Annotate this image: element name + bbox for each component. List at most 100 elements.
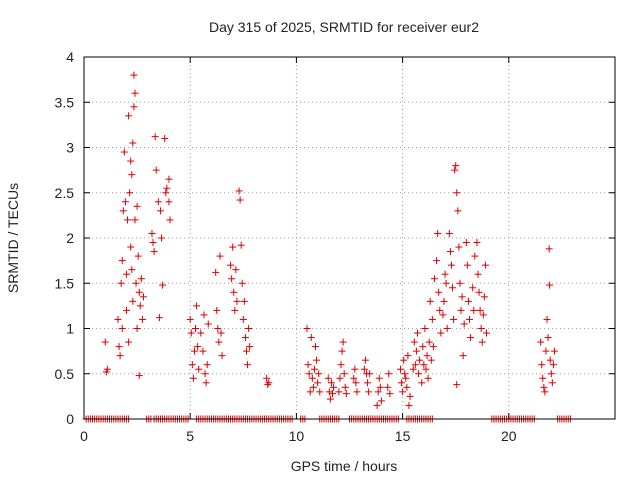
data-point [242, 347, 250, 355]
data-point [549, 361, 557, 369]
data-point [446, 248, 454, 256]
data-point [115, 343, 123, 351]
data-point [481, 261, 489, 269]
data-point [475, 288, 483, 296]
data-point [304, 361, 312, 369]
data-point [330, 383, 338, 391]
data-point [303, 325, 311, 332]
data-point [410, 338, 418, 346]
data-point [398, 379, 406, 387]
data-point [545, 245, 553, 253]
data-point [325, 388, 333, 396]
data-point [418, 379, 426, 387]
data-point [373, 401, 381, 409]
data-point [306, 388, 314, 396]
data-point [121, 198, 129, 206]
data-point [473, 239, 481, 247]
data-point [214, 325, 222, 332]
data-point [163, 184, 171, 192]
data-point [546, 281, 554, 289]
data-point [447, 261, 455, 269]
data-point [462, 239, 470, 247]
data-point [402, 374, 410, 382]
data-point [130, 103, 138, 111]
x-axis-label: GPS time / hours [291, 458, 398, 474]
data-point [136, 302, 144, 310]
data-point [480, 293, 488, 301]
data-point [469, 284, 477, 292]
y-tick-label: 2 [66, 230, 74, 246]
data-point [203, 361, 211, 369]
data-point [125, 338, 133, 346]
data-point [341, 383, 349, 391]
data-point [340, 370, 348, 378]
y-tick-label: 3 [66, 140, 74, 156]
data-point [415, 370, 423, 378]
x-tick-label: 20 [501, 428, 517, 444]
data-points [82, 71, 574, 423]
data-point [165, 198, 173, 206]
data-point [148, 229, 156, 237]
y-axis-label: SRMTID / TECUs [5, 183, 21, 293]
data-point [244, 361, 252, 369]
data-point [403, 383, 411, 391]
data-point [124, 216, 132, 224]
data-point [190, 347, 198, 355]
data-point [377, 397, 385, 405]
data-point [154, 198, 162, 206]
data-point [131, 216, 139, 224]
data-point [230, 288, 238, 296]
data-point [542, 347, 550, 355]
data-point [240, 297, 248, 305]
data-point [454, 207, 462, 215]
data-point [101, 338, 109, 346]
data-point [213, 306, 221, 314]
data-point [246, 343, 254, 351]
data-point [195, 365, 203, 373]
data-point [420, 361, 428, 369]
data-point [192, 325, 200, 332]
data-point [232, 266, 240, 274]
data-point [404, 352, 412, 360]
data-point [335, 388, 343, 396]
data-point [135, 288, 143, 296]
data-point [217, 329, 225, 337]
data-point [216, 252, 224, 260]
data-point [540, 383, 548, 391]
data-point [119, 207, 127, 215]
data-point [187, 329, 195, 337]
data-point [482, 329, 490, 337]
data-point [139, 293, 147, 301]
data-point [453, 189, 461, 197]
data-point [437, 329, 445, 337]
data-point [548, 379, 556, 387]
data-point [541, 388, 549, 396]
data-point [310, 365, 318, 373]
data-point [327, 379, 335, 387]
data-point [439, 311, 447, 319]
axis-ticks: 0 5 10 15 20 0 0.5 1 1.5 2 2.5 3 3.5 4 [55, 49, 615, 444]
data-point [122, 270, 130, 278]
data-point [426, 297, 434, 305]
data-point [118, 325, 126, 332]
data-point [227, 261, 235, 269]
data-point [436, 306, 444, 314]
data-point [135, 372, 143, 380]
data-point [411, 361, 419, 369]
data-point [238, 279, 246, 287]
data-point [400, 356, 408, 364]
data-point [265, 379, 273, 387]
data-point [399, 388, 407, 396]
data-point [546, 356, 554, 364]
data-point [424, 374, 432, 382]
y-tick-label: 0 [66, 411, 74, 427]
data-point [236, 196, 244, 204]
data-point [478, 338, 486, 346]
data-point [233, 297, 241, 305]
x-tick-label: 0 [80, 428, 88, 444]
data-point [114, 315, 122, 323]
y-tick-label: 4 [66, 49, 74, 65]
data-point [476, 306, 484, 314]
data-point [538, 361, 546, 369]
